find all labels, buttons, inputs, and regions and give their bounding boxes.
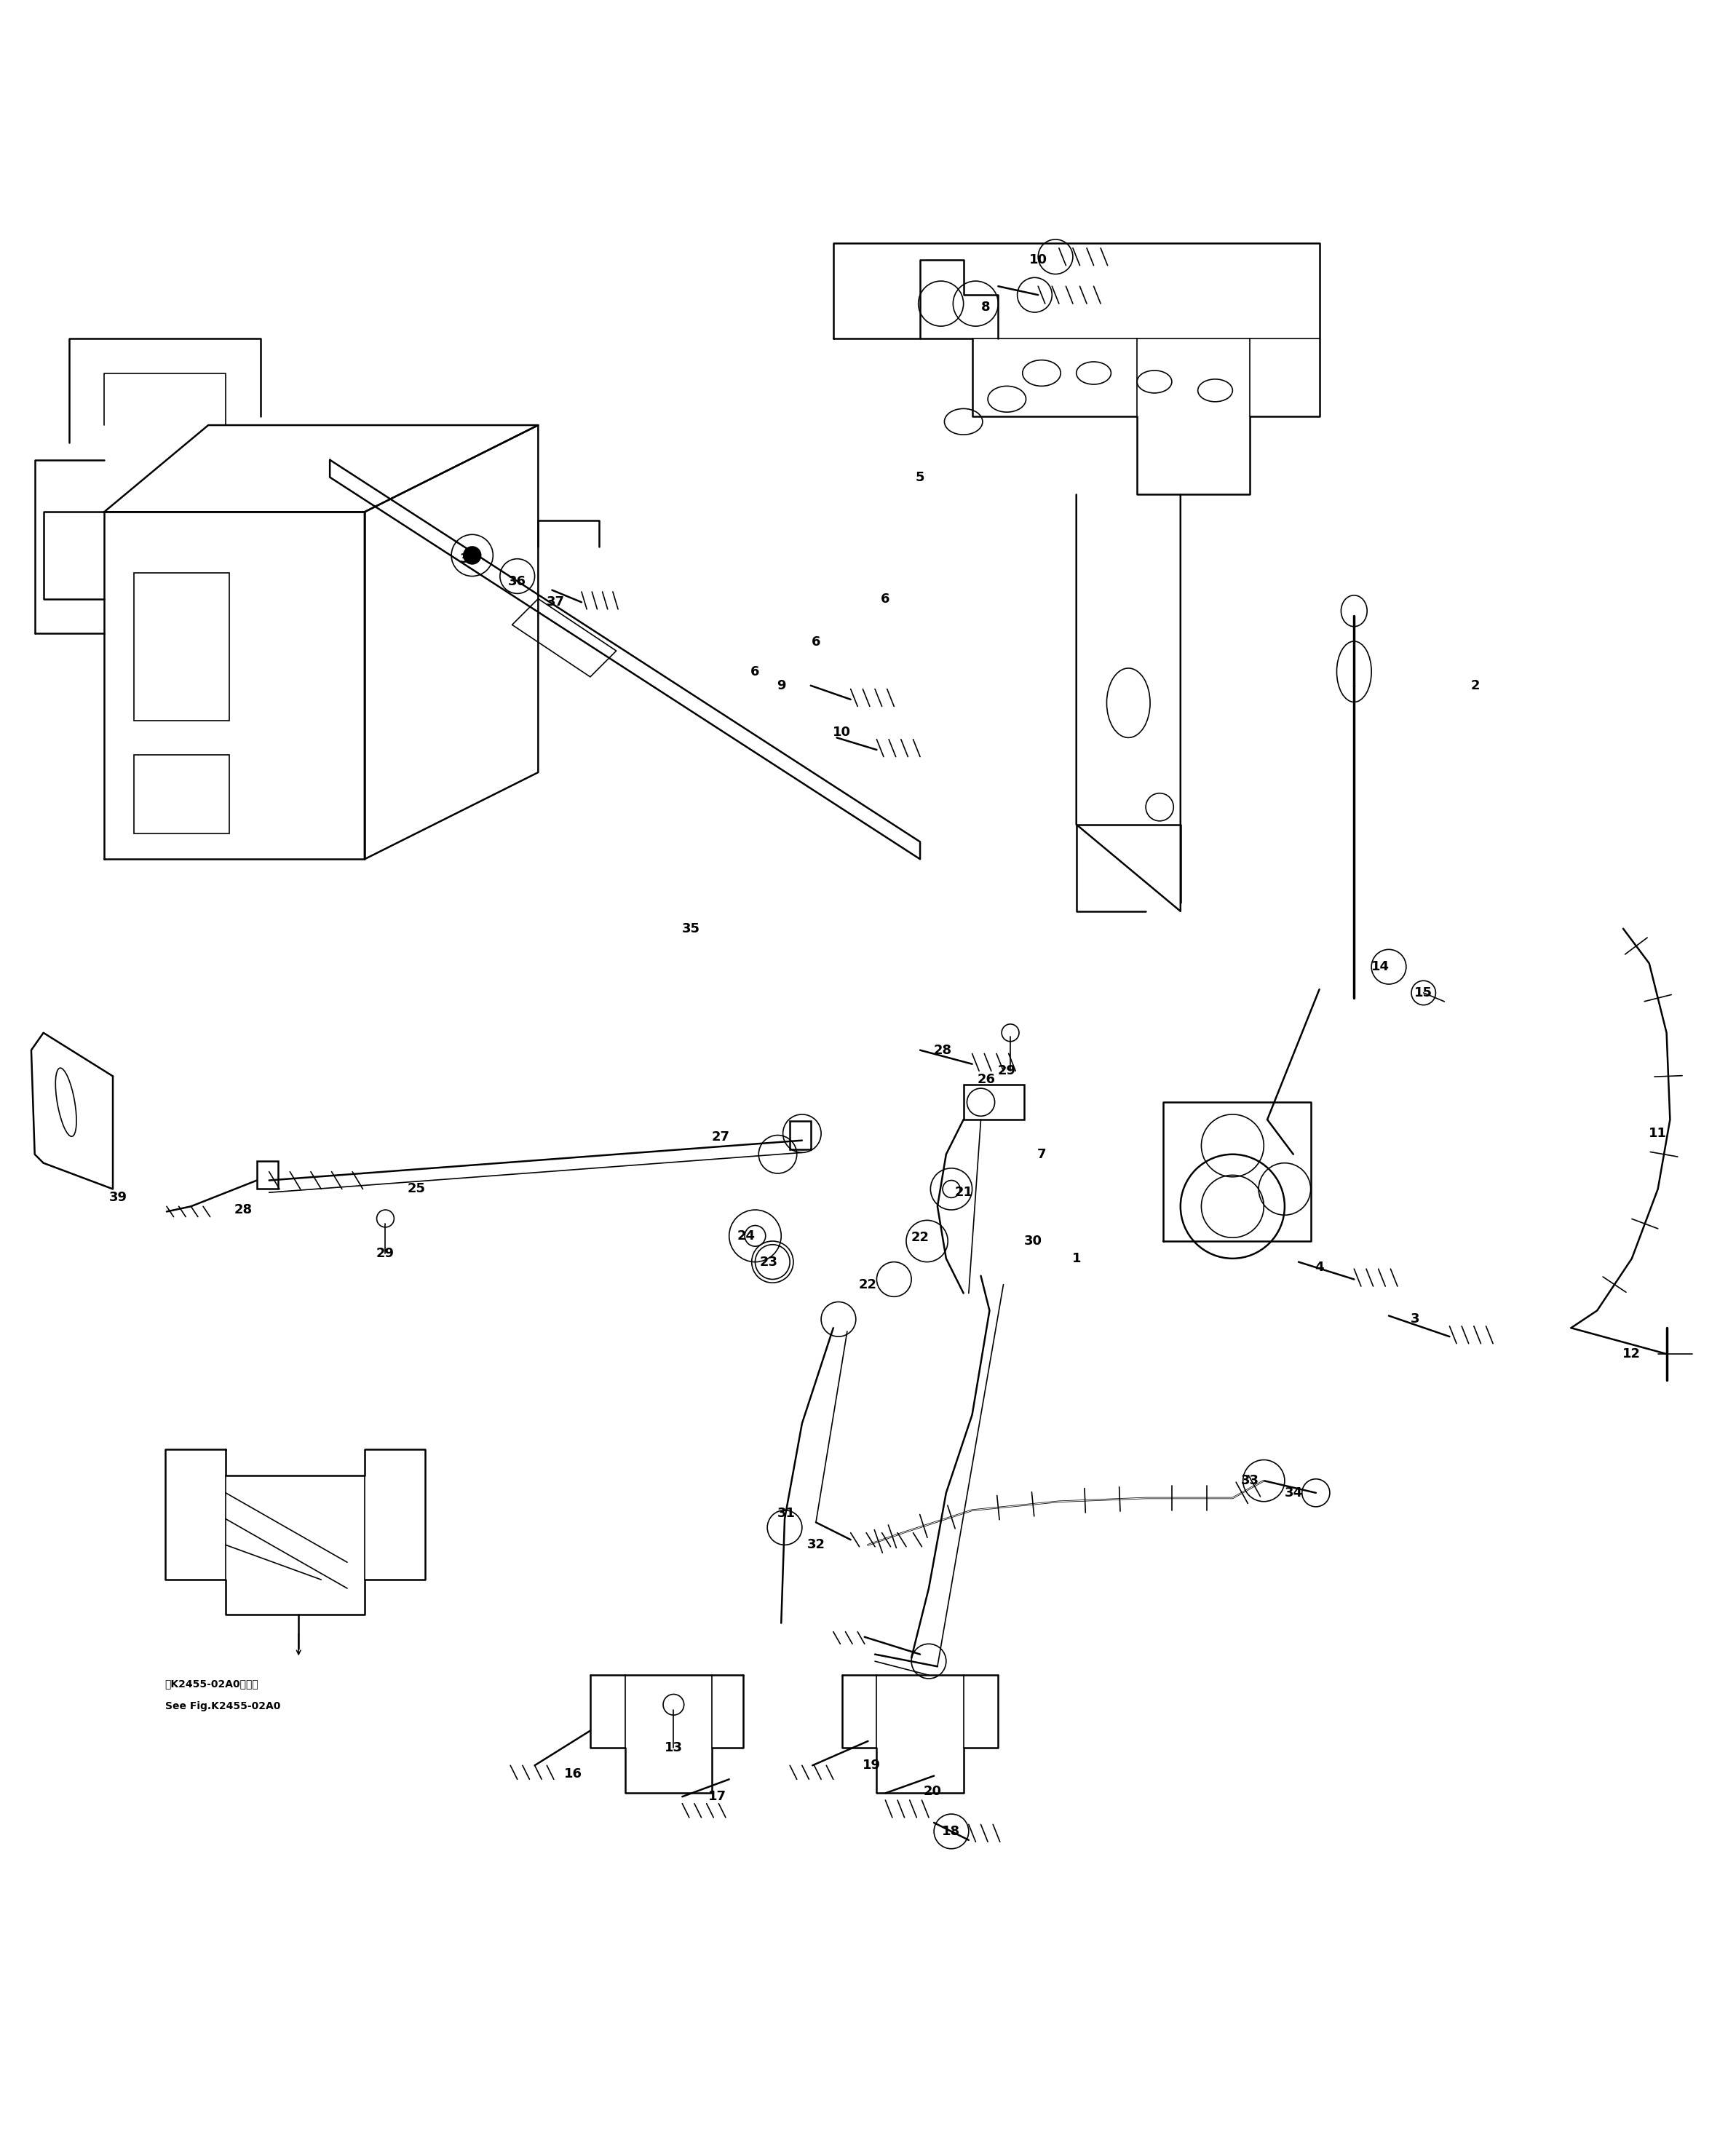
Text: 3: 3 <box>1410 1313 1420 1326</box>
Text: 5: 5 <box>915 470 925 485</box>
Text: 12: 12 <box>1623 1347 1641 1360</box>
Text: 39: 39 <box>109 1191 127 1204</box>
Text: See Fig.K2455-02A0: See Fig.K2455-02A0 <box>165 1702 279 1712</box>
Text: 24: 24 <box>738 1230 755 1243</box>
Text: 22: 22 <box>859 1279 877 1292</box>
Text: 13: 13 <box>665 1742 682 1755</box>
Text: 29: 29 <box>377 1247 394 1260</box>
Bar <box>963 1085 1024 1119</box>
Text: 8: 8 <box>981 301 991 314</box>
Text: 34: 34 <box>1285 1486 1302 1499</box>
Text: 11: 11 <box>1649 1127 1667 1140</box>
Text: 2: 2 <box>1470 679 1481 692</box>
Text: 28: 28 <box>934 1044 951 1057</box>
Text: 16: 16 <box>564 1768 582 1781</box>
Text: 23: 23 <box>760 1255 778 1268</box>
Text: 18: 18 <box>943 1825 960 1838</box>
Bar <box>134 572 229 719</box>
Text: 21: 21 <box>955 1185 972 1200</box>
Text: 10: 10 <box>1029 254 1047 267</box>
Text: 22: 22 <box>911 1232 929 1245</box>
Text: 15: 15 <box>1415 986 1432 999</box>
Text: 33: 33 <box>1241 1473 1259 1488</box>
Text: 4: 4 <box>1314 1260 1325 1275</box>
Text: 26: 26 <box>977 1074 995 1087</box>
Bar <box>790 1121 811 1149</box>
Text: 6: 6 <box>750 666 760 679</box>
Text: 6: 6 <box>880 591 891 606</box>
Text: 19: 19 <box>863 1759 880 1772</box>
Text: 36: 36 <box>509 574 526 587</box>
Text: 20: 20 <box>924 1785 941 1798</box>
Text: 30: 30 <box>1024 1234 1042 1247</box>
Text: 25: 25 <box>408 1183 425 1196</box>
Text: 31: 31 <box>778 1507 795 1520</box>
Text: 28: 28 <box>234 1204 252 1217</box>
Text: 第K2455-02A0図参照: 第K2455-02A0図参照 <box>165 1678 259 1689</box>
Text: 35: 35 <box>682 922 700 935</box>
Text: 38: 38 <box>460 553 477 566</box>
Text: 29: 29 <box>998 1065 1016 1078</box>
Text: 27: 27 <box>712 1129 729 1144</box>
Text: 14: 14 <box>1371 961 1389 974</box>
Text: 7: 7 <box>1036 1149 1047 1161</box>
Text: 1: 1 <box>1071 1251 1082 1266</box>
Text: 9: 9 <box>776 679 786 692</box>
Bar <box>134 756 229 833</box>
Text: 10: 10 <box>833 726 851 739</box>
Text: 32: 32 <box>807 1539 825 1552</box>
Circle shape <box>464 547 481 564</box>
Text: 37: 37 <box>547 596 564 608</box>
Text: 6: 6 <box>811 636 821 649</box>
Text: 17: 17 <box>708 1789 726 1804</box>
Bar <box>257 1161 278 1189</box>
